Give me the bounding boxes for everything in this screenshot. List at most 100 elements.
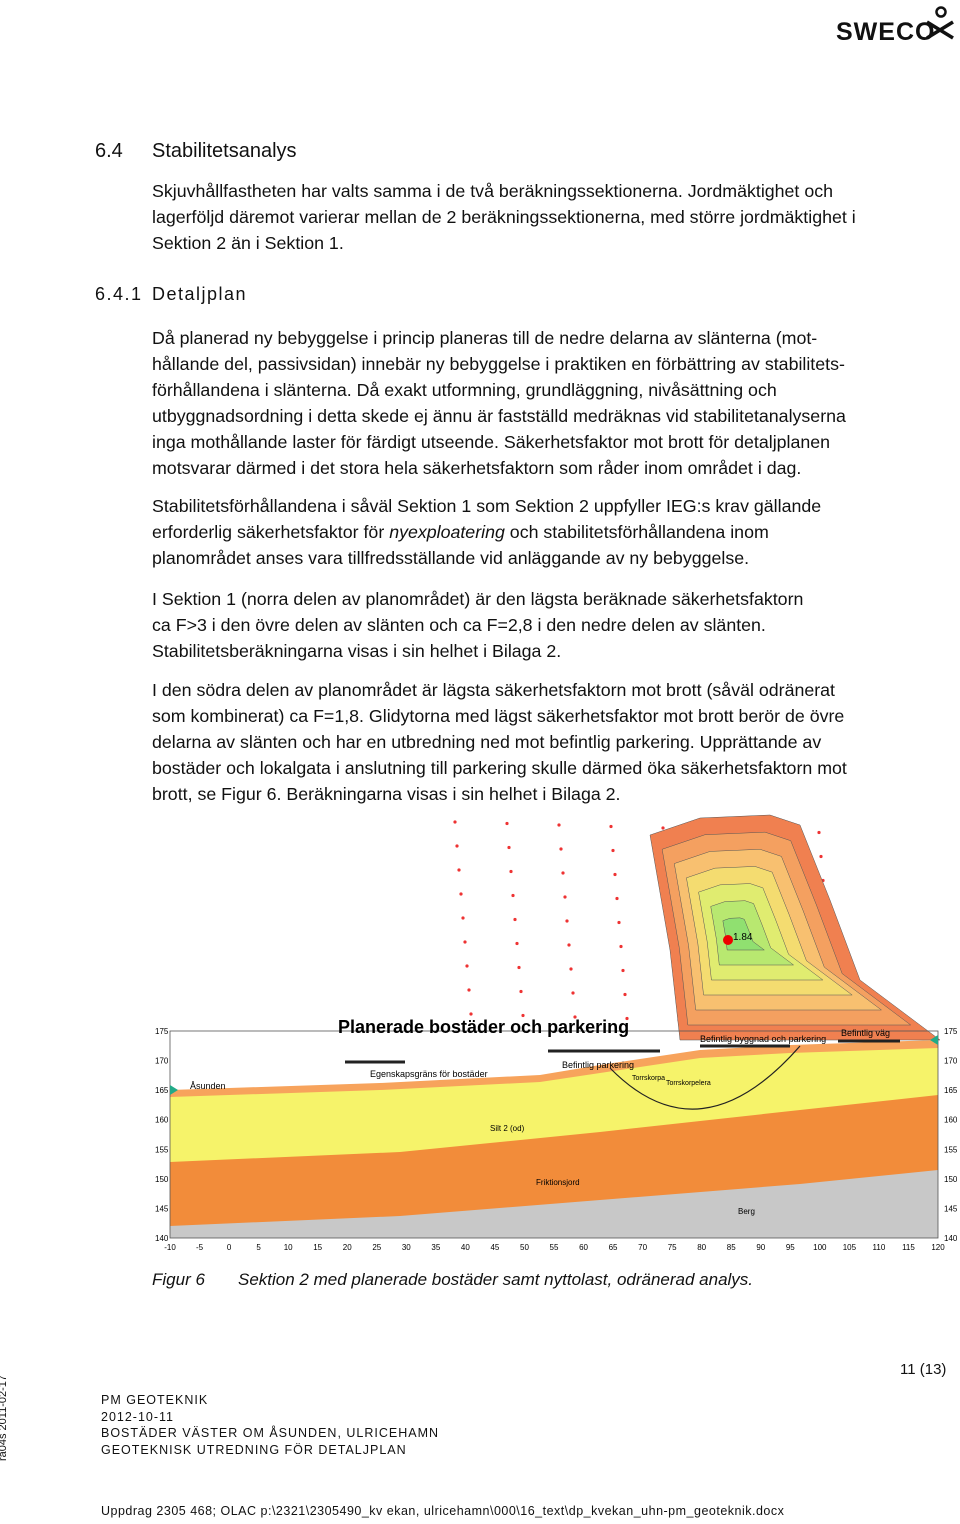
y-tick-label: 165 [155, 1086, 169, 1095]
text-line: ca F>3 i den övre delen av slänten och c… [152, 615, 766, 635]
figure-title: Planerade bostäder och parkering [338, 1017, 629, 1037]
x-tick-label: 115 [902, 1243, 915, 1252]
x-tick-label: 85 [727, 1243, 736, 1252]
y-tick-label: 170 [155, 1057, 169, 1066]
figure-label: Friktionsjord [536, 1178, 580, 1187]
paragraph: Stabilitetsförhållandena i såväl Sektion… [152, 493, 821, 571]
x-tick-label: 70 [638, 1243, 647, 1252]
text-line: Sektion 2 än i Sektion 1. [152, 233, 344, 253]
grid-point [469, 1012, 473, 1016]
grid-point [515, 941, 519, 946]
grid-point [511, 893, 515, 898]
grid-point [615, 896, 619, 901]
rock-layer [170, 1170, 938, 1238]
grid-point [817, 830, 821, 835]
figure-label: Berg [738, 1207, 755, 1216]
x-tick-label: 60 [579, 1243, 588, 1252]
grid-point [559, 847, 563, 851]
text-line: bostäder och lokalgata i anslutning till… [152, 758, 847, 778]
critical-center [723, 935, 733, 945]
grid-point [623, 992, 627, 997]
grid-point [461, 916, 465, 920]
x-tick-label: 20 [343, 1243, 352, 1252]
footer-line: GEOTEKNISK UTREDNING FÖR DETALJPLAN [101, 1442, 407, 1457]
y-tick-label: 145 [155, 1204, 169, 1213]
x-tick-label: 45 [490, 1243, 499, 1252]
section-number: 6.4 [95, 140, 123, 162]
grid-point [565, 919, 569, 923]
text-line: I den södra delen av planområdet är lägs… [152, 680, 835, 700]
grid-point [459, 892, 463, 896]
y-tick-label: 175 [155, 1027, 169, 1036]
figure-label: Torrskorpelera [666, 1080, 711, 1087]
y-tick-label: 155 [944, 1145, 958, 1154]
grid-point [569, 967, 573, 971]
grid-point [521, 1013, 525, 1018]
figure-label: Befintlig väg [841, 1028, 890, 1038]
subsection-title: Detaljplan [152, 284, 248, 304]
grid-point [465, 964, 469, 968]
text-run: erforderlig säkerhetsfaktor för [152, 522, 390, 542]
x-tick-label: 15 [313, 1243, 322, 1252]
figure-label: Åsunden [190, 1081, 226, 1091]
y-tick-label: 140 [944, 1234, 958, 1243]
text-line: som kombinerat) ca F=1,8. Glidytorna med… [152, 706, 845, 726]
text-line: erforderlig säkerhetsfaktor för nyexploa… [152, 519, 821, 545]
side-note: ra04s 2011-02-17 [0, 1374, 10, 1462]
text-line: utbyggnadsordning i detta skede ej ännu … [152, 406, 846, 426]
x-tick-label: 75 [668, 1243, 677, 1252]
text-line: brott, se Figur 6. Beräkningarna visas i… [152, 784, 621, 804]
grid-point [609, 824, 613, 829]
logo-text: SWECO [836, 18, 936, 46]
footer-line: 2012-10-11 [101, 1409, 175, 1424]
plot-frame [169, 1030, 939, 1239]
text-line: I Sektion 1 (norra delen av planområdet)… [152, 589, 804, 609]
y-tick-label: 160 [944, 1116, 958, 1125]
grid-point [513, 917, 517, 922]
page-number: 11 (13) [900, 1361, 947, 1378]
x-tick-label: 25 [372, 1243, 381, 1252]
grid-point [611, 848, 615, 853]
footer-line: PM GEOTEKNIK [101, 1393, 209, 1407]
x-tick-label: -10 [164, 1243, 176, 1252]
text-line: förhållandena i slänterna. Då exakt utfo… [152, 380, 777, 400]
paragraph: Då planerad ny bebyggelse i princip plan… [152, 325, 846, 481]
figure-label: Befintlig byggnad och parkering [700, 1034, 826, 1044]
text-line: inga mothållande laster för färdigt utse… [152, 432, 831, 452]
grid-point [573, 1015, 577, 1019]
text-line: Stabilitetsförhållandena i såväl Sektion… [152, 496, 822, 516]
grid-point [819, 854, 823, 859]
figure: 1.84 Planerade bostäder och parkering Be… [155, 814, 958, 1252]
x-tick-label: 50 [520, 1243, 529, 1252]
grid-point [661, 826, 665, 830]
x-tick-label: 35 [431, 1243, 440, 1252]
grid-point [505, 821, 509, 826]
paragraph: I Sektion 1 (norra delen av planområdet)… [152, 586, 803, 664]
grid-point [517, 965, 521, 970]
text-run: och stabilitetsförhållandena inom [504, 522, 769, 542]
x-tick-label: 80 [697, 1243, 706, 1252]
y-tick-label: 155 [155, 1145, 169, 1154]
y-tick-label: 145 [944, 1204, 958, 1213]
grid-point [571, 991, 575, 995]
grid-point [557, 823, 561, 827]
caption: Sektion 2 med planerade bostäder samt ny… [238, 1270, 754, 1289]
text-line: motsvarar därmed i det stora hela säkerh… [152, 458, 802, 478]
text-line: Skjuvhållfastheten har valts samma i de … [152, 181, 833, 201]
safety-contours [649, 814, 941, 1041]
building-lines [345, 1039, 900, 1064]
x-tick-label: -5 [196, 1243, 204, 1252]
critical-value: 1.84 [733, 932, 753, 943]
grid-point [617, 920, 621, 925]
grid-point [619, 944, 623, 949]
y-tick-label: 160 [155, 1116, 169, 1125]
text-line: planområdet anses vara tillfredsställand… [152, 548, 750, 568]
x-tick-label: 100 [813, 1243, 827, 1252]
marker [170, 1085, 178, 1095]
y-tick-label: 170 [944, 1057, 958, 1066]
x-tick-label: 10 [284, 1243, 293, 1252]
x-tick-label: 110 [873, 1243, 886, 1252]
text-line: Då planerad ny bebyggelse i princip plan… [152, 328, 818, 348]
text-line: lagerföljd däremot varierar mellan de 2 … [152, 207, 856, 227]
caption-label: Figur 6 [152, 1270, 205, 1289]
